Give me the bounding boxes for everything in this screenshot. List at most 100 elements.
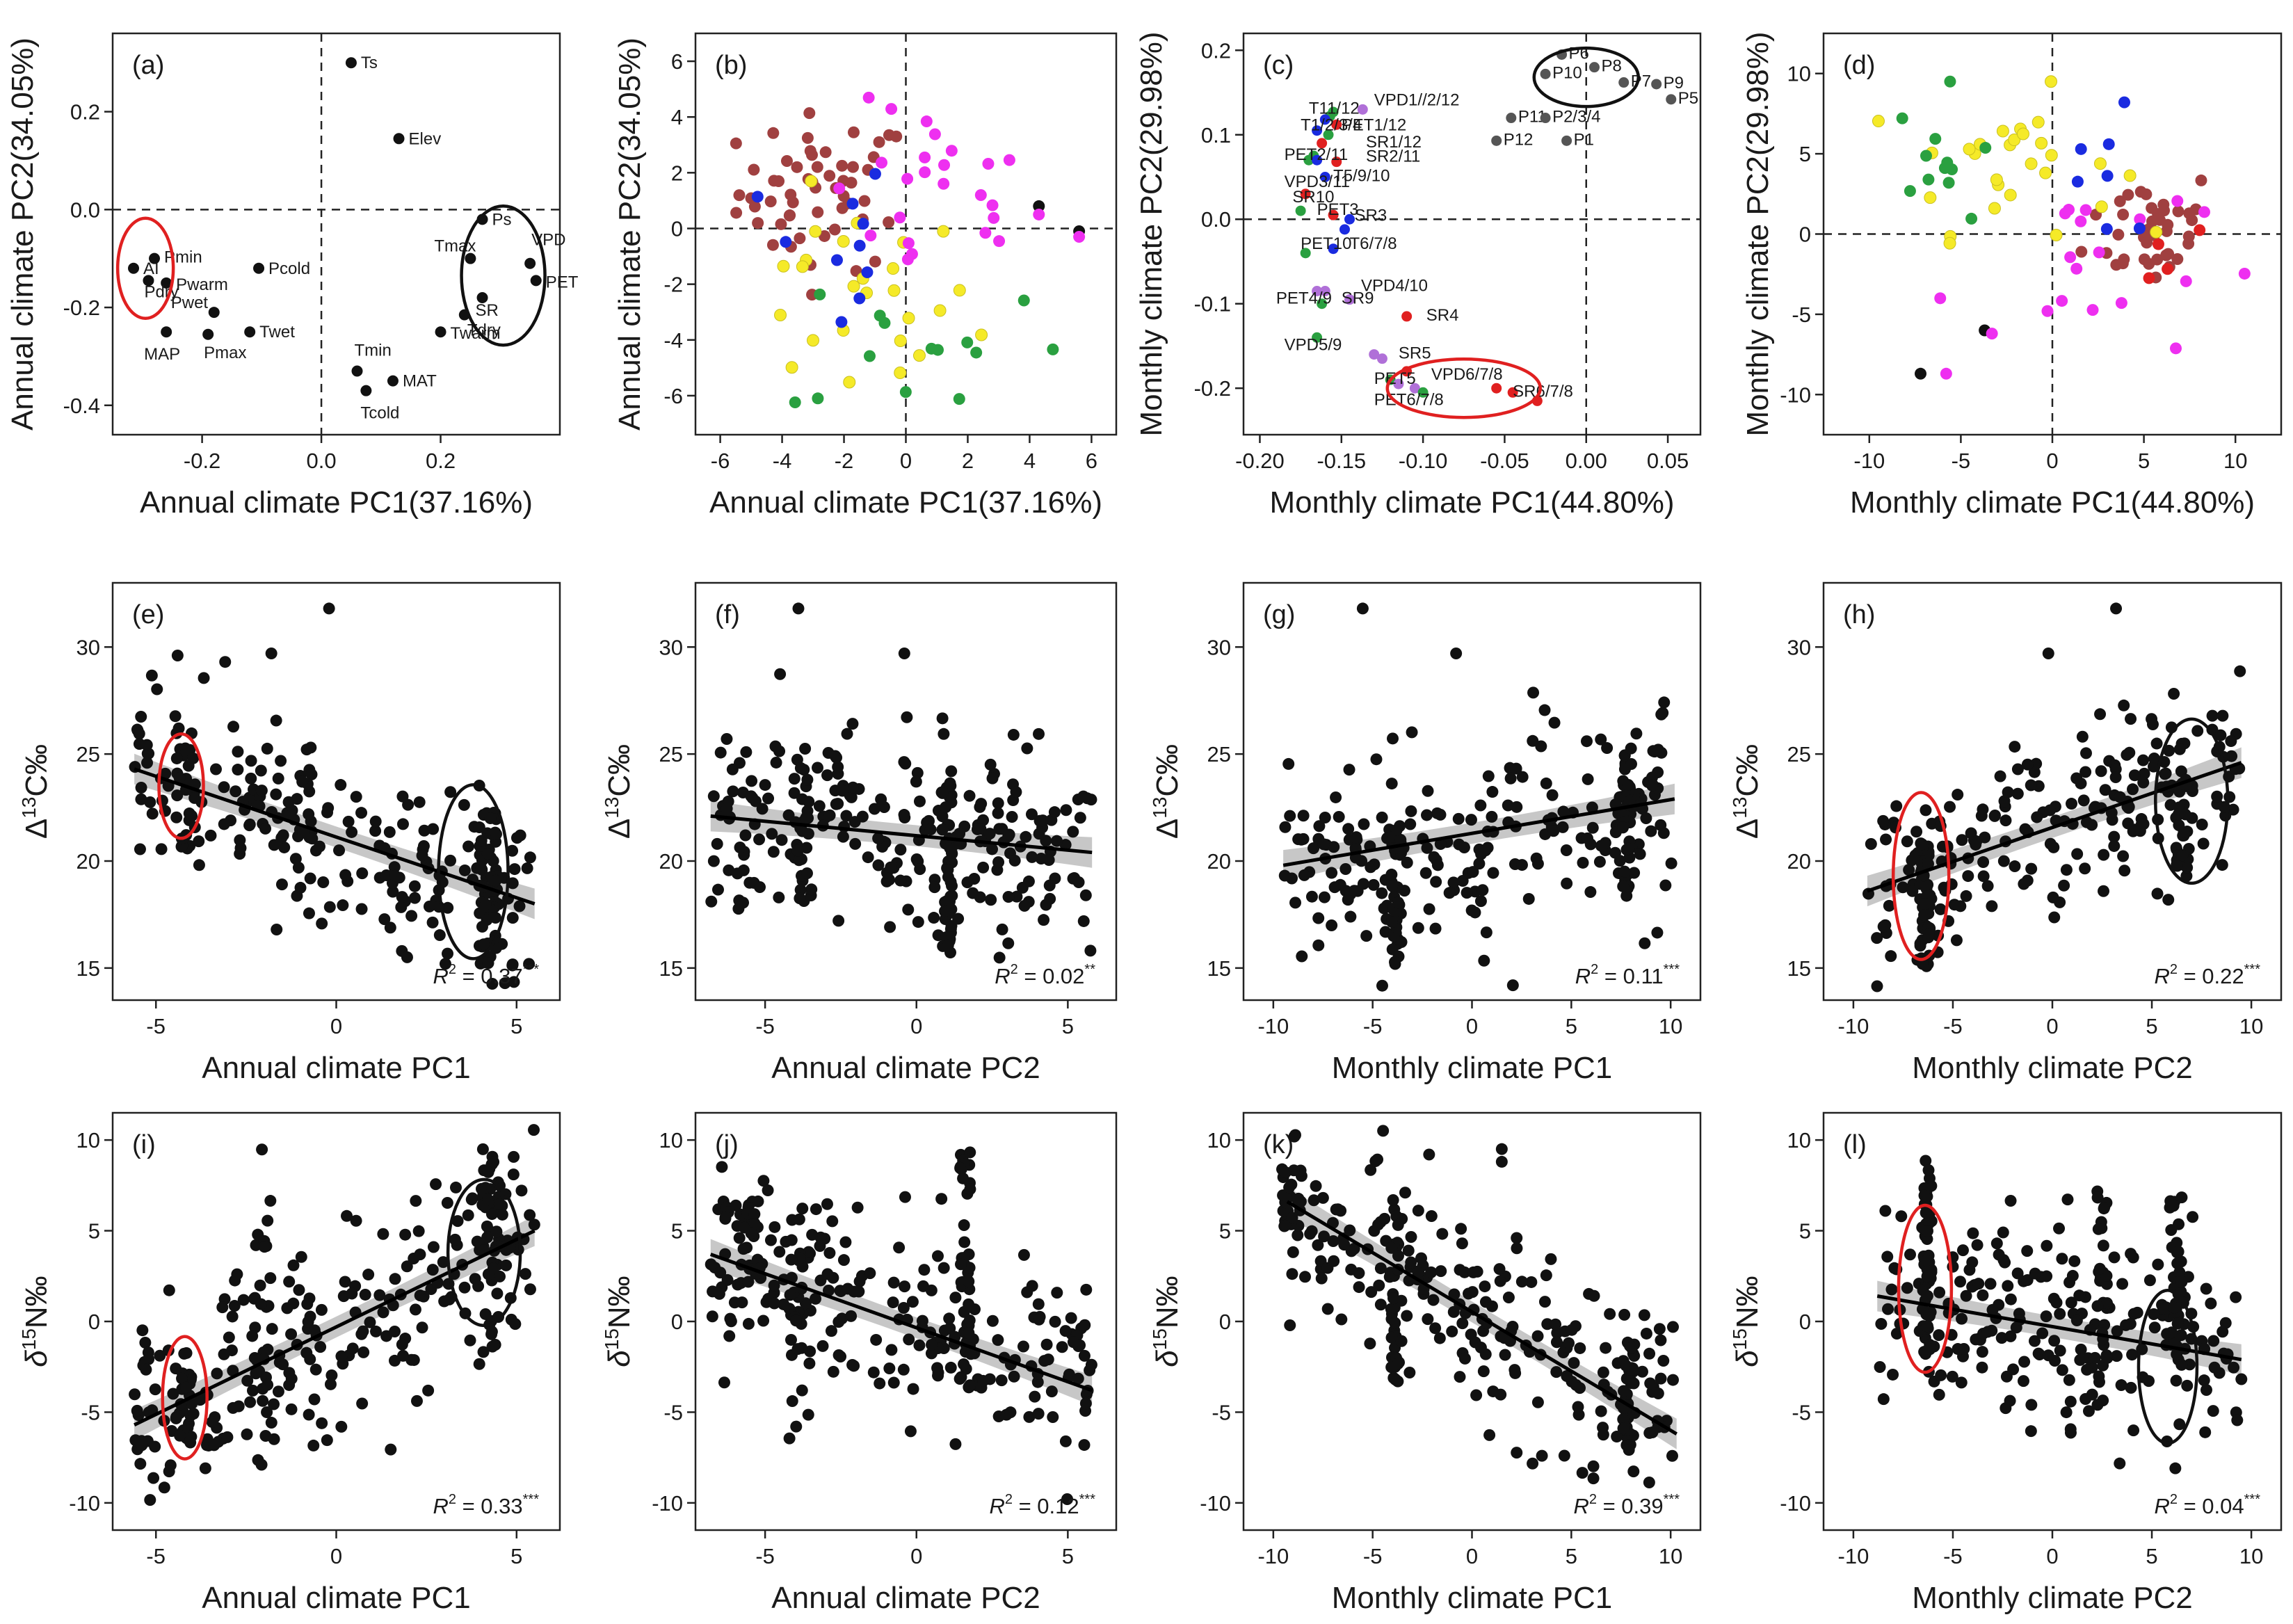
data-point (894, 844, 907, 856)
site-point (751, 191, 764, 203)
data-point (297, 826, 309, 839)
data-point (227, 1365, 239, 1377)
data-point (1406, 726, 1418, 739)
data-point (1423, 1148, 1435, 1161)
data-point (2171, 1237, 2183, 1249)
data-point (1666, 1449, 1678, 1462)
data-point (1470, 1389, 1483, 1401)
data-point (903, 1333, 915, 1346)
loading-point (1651, 79, 1662, 90)
data-point (1330, 791, 1342, 803)
site-point (1073, 231, 1086, 243)
data-point (821, 1268, 834, 1280)
site-point (730, 137, 742, 150)
data-point (270, 714, 282, 727)
loading-point (149, 252, 161, 264)
site-point (812, 206, 824, 218)
data-point (1079, 1319, 1091, 1331)
data-point (2056, 1253, 2068, 1265)
data-point (1998, 795, 2011, 807)
x-tick-label: 0.2 (426, 449, 456, 473)
data-point (853, 1276, 866, 1288)
data-point (1338, 1239, 1351, 1251)
site-point (1943, 236, 1956, 250)
data-point (427, 1241, 440, 1253)
site-point (2025, 157, 2038, 170)
data-point (754, 881, 766, 893)
data-point (255, 785, 268, 797)
data-point (1079, 889, 1092, 901)
loading-point (1300, 248, 1311, 259)
data-point (1493, 1263, 1506, 1276)
site-point (986, 199, 999, 211)
data-point (2175, 1276, 2188, 1288)
data-point (2148, 753, 2160, 765)
data-point (1597, 1366, 1609, 1378)
data-point (423, 900, 435, 913)
site-point (2146, 215, 2159, 227)
site-point (2070, 262, 2083, 275)
data-point (409, 1303, 421, 1316)
data-point (285, 1372, 298, 1385)
site-point (974, 189, 987, 202)
data-point (1446, 1325, 1458, 1337)
data-point (362, 1269, 375, 1281)
loading-point (345, 57, 357, 69)
data-point (974, 823, 987, 835)
data-point (1550, 1366, 1563, 1378)
data-point (914, 863, 926, 876)
data-point (206, 1416, 218, 1429)
data-point (500, 1259, 513, 1271)
data-point (135, 711, 147, 723)
data-point (515, 1184, 528, 1197)
data-point (163, 1284, 175, 1296)
loading-point (1319, 172, 1330, 183)
data-point (1877, 814, 1890, 827)
data-point (793, 1213, 805, 1225)
data-point (1326, 867, 1338, 879)
data-point (746, 775, 758, 787)
loading-label: SR5 (1399, 344, 1431, 363)
data-point (985, 894, 997, 906)
loading-label: P8 (1601, 57, 1621, 76)
site-point (2071, 175, 2084, 188)
loading-point (161, 277, 172, 289)
y-tick-label: 25 (1207, 742, 1231, 766)
data-point (1018, 899, 1031, 912)
site-point (809, 225, 822, 238)
data-point (705, 895, 718, 908)
data-point (387, 885, 399, 898)
data-point (778, 1298, 790, 1310)
data-point (2042, 648, 2054, 660)
loading-label: Ps (492, 210, 512, 229)
site-point (2008, 134, 2021, 147)
regression-line (134, 767, 536, 906)
y-axis-label: Annual climate PC2(34.05%) (6, 38, 40, 431)
panel-label: (c) (1263, 51, 1294, 80)
data-point (975, 798, 988, 810)
data-point (413, 796, 426, 808)
data-point (481, 847, 494, 860)
x-axis-label: Monthly climate PC1(44.80%) (1269, 485, 1674, 520)
site-point (748, 163, 760, 176)
x-tick-label: -5 (755, 1544, 775, 1568)
data-point (1623, 842, 1635, 855)
data-point (791, 1343, 804, 1356)
data-point (911, 766, 924, 779)
data-point (788, 787, 800, 799)
data-point (1358, 818, 1370, 830)
site-point (2141, 236, 2153, 249)
loading-point (1409, 383, 1420, 394)
data-point (773, 891, 785, 903)
data-point (793, 854, 805, 867)
panel-label: (i) (132, 1130, 156, 1159)
data-point (946, 880, 958, 892)
data-point (301, 1298, 314, 1310)
site-point (2045, 149, 2058, 162)
site-point (836, 159, 848, 172)
data-point (757, 1315, 770, 1327)
data-point (836, 785, 848, 797)
data-point (2091, 1300, 2104, 1312)
data-point (2175, 1255, 2187, 1268)
data-point (1885, 950, 1897, 963)
